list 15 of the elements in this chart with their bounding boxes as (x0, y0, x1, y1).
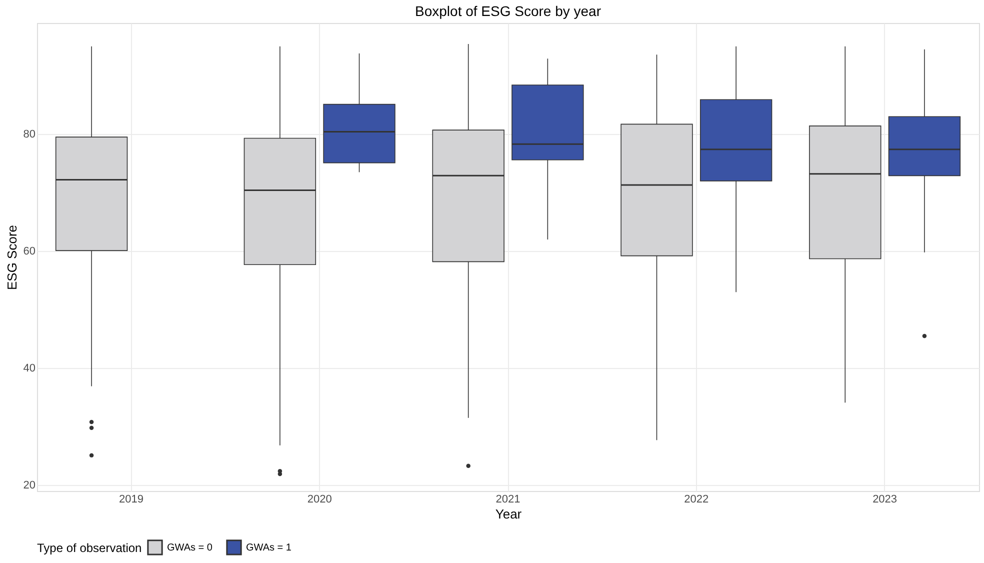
legend-label: GWAs = 1 (246, 542, 292, 554)
x-tick-label: 2022 (684, 494, 709, 506)
y-tick-label: 80 (23, 128, 36, 141)
legend-title: Type of observation (37, 541, 142, 555)
chart-title: Boxplot of ESG Score by year (415, 3, 602, 19)
x-tick-label: 2021 (496, 494, 520, 506)
y-tick-label: 60 (23, 246, 36, 258)
y-axis-title: ESG Score (4, 224, 20, 290)
x-tick-label: 2019 (118, 494, 144, 506)
y-tick-label: 40 (23, 362, 36, 375)
legend-label: GWAs = 0 (167, 542, 213, 554)
x-axis-title: Year (495, 506, 522, 522)
x-tick-label: 2023 (872, 494, 898, 506)
y-tick-label: 20 (23, 480, 36, 492)
x-tick-label: 2020 (307, 494, 332, 506)
